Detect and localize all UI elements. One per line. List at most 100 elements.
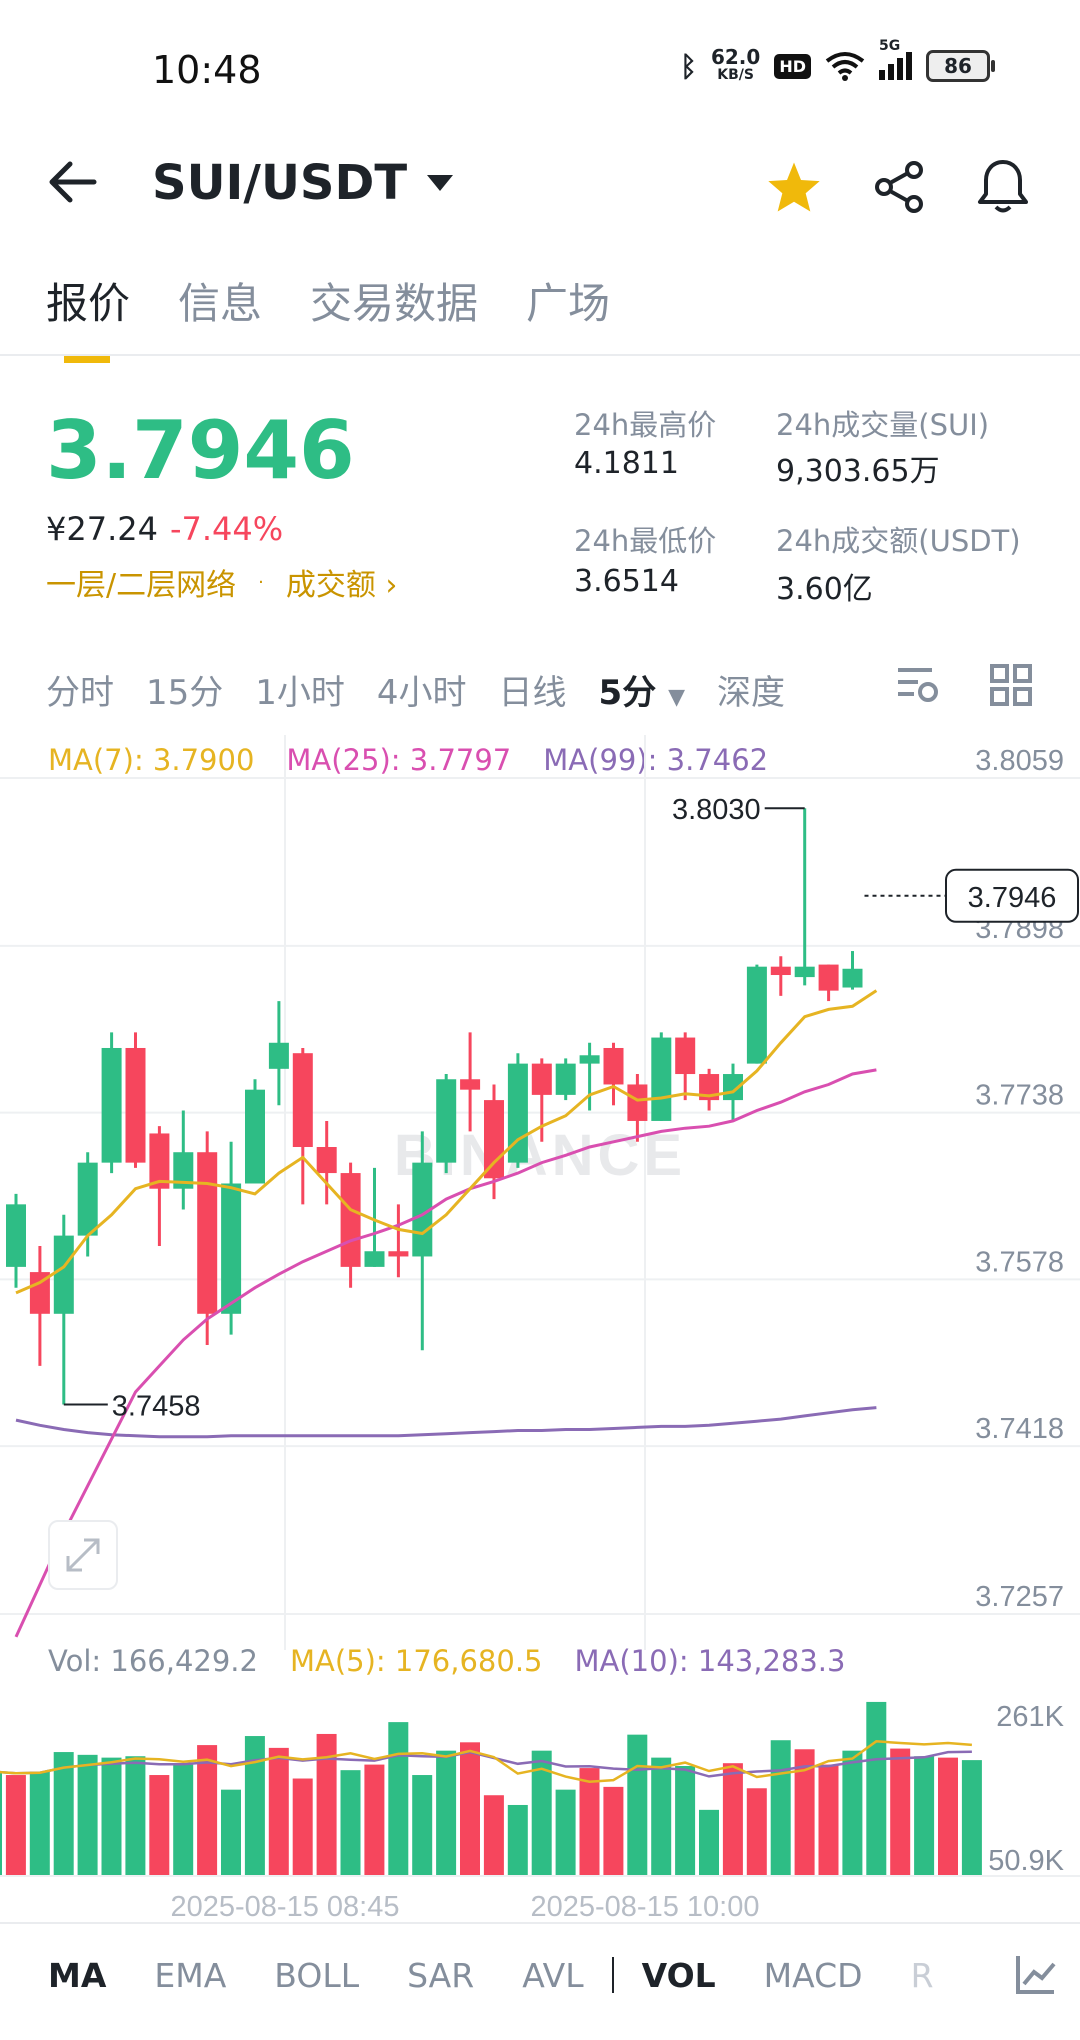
volume-bar-down	[268, 1747, 289, 1876]
net-speed-value: 62.0	[710, 45, 761, 69]
signal-icon: 5G	[879, 38, 912, 80]
interval-depth[interactable]: 深度	[716, 673, 785, 713]
volume-tick-label: 261K	[996, 1701, 1064, 1733]
candle-down	[484, 1100, 504, 1179]
volume-bar-up	[842, 1750, 863, 1876]
interval-4h[interactable]: 4小时	[376, 673, 467, 713]
vol-ma5-legend: MA(5): 176,680.5	[289, 1644, 543, 1678]
candle-up	[221, 1183, 242, 1314]
current-price-tag	[945, 868, 1079, 923]
candlestick-chart[interactable]: BINANCE 3.80593.78983.77383.75783.74183.…	[0, 720, 1080, 1650]
y-tick-label: 3.7578	[975, 1246, 1064, 1278]
indicator-divider	[0, 1922, 1080, 1924]
candle-down	[29, 1272, 50, 1314]
interval-5m[interactable]: 5分 ▼	[599, 665, 685, 714]
volume-bar-down	[818, 1764, 839, 1876]
indicator-boll[interactable]: BOLL	[274, 1955, 360, 1995]
price-cny-row: ¥27.24 -7.44%	[46, 510, 283, 548]
candle-up	[436, 1079, 457, 1163]
volume-bar-up	[125, 1756, 146, 1876]
chart-settings-icon[interactable]	[896, 664, 940, 704]
price-change: -7.44%	[169, 510, 284, 548]
volume-bar-down	[149, 1775, 170, 1876]
candle-down	[603, 1047, 624, 1085]
volume-bar-up	[221, 1789, 241, 1876]
candle-down	[292, 1053, 313, 1148]
indicator-vol[interactable]: VOL	[641, 1955, 716, 1995]
volume-bar-up	[101, 1757, 122, 1876]
amount-label: 24h成交额(USDT)	[776, 524, 1021, 558]
volume-bar-down	[292, 1778, 313, 1876]
candle-up	[77, 1162, 98, 1236]
net-speed-unit: KB/S	[717, 67, 754, 83]
volume-rank-label: 成交额	[285, 568, 376, 603]
volume-tick-label: 50.9K	[988, 1845, 1064, 1877]
tag-row: 一层/二层网络 · 成交额 ›	[46, 560, 397, 604]
volume-rank-link[interactable]: 成交额 ›	[286, 560, 398, 604]
candle-down	[149, 1133, 170, 1189]
candle-down	[627, 1084, 648, 1121]
candle-down	[340, 1173, 361, 1267]
last-price: 3.7946	[46, 404, 355, 497]
ma99-line	[15, 1406, 877, 1439]
chart-gridlines	[0, 735, 1080, 1650]
tab-bar: 报价 信息 交易数据 广场	[46, 270, 611, 363]
candle-down	[531, 1063, 552, 1095]
volume-bar-up	[866, 1701, 887, 1876]
cny-price: ¥27.24	[46, 510, 158, 548]
ma25-line	[14, 1068, 877, 1638]
tab-square[interactable]: 广场	[526, 279, 611, 328]
candle-up	[245, 1089, 265, 1184]
star-icon[interactable]	[766, 160, 822, 214]
interval-5m-label: 5分	[598, 673, 657, 713]
vol-ma10-legend: MA(10): 143,283.3	[574, 1644, 846, 1678]
candle-up	[101, 1047, 122, 1163]
volume-bar-up	[675, 1765, 696, 1876]
interval-1h[interactable]: 1小时	[255, 673, 345, 713]
candle-up	[746, 966, 767, 1064]
chevron-right-icon: ›	[385, 568, 398, 603]
category-tag[interactable]: 一层/二层网络	[46, 568, 237, 603]
indicator-ema[interactable]: EMA	[154, 1955, 227, 1995]
volume-label: 24h成交量(SUI)	[776, 408, 990, 442]
candle-down	[675, 1037, 696, 1075]
indicator-settings-icon[interactable]	[1014, 1952, 1058, 1996]
volume-chart[interactable]: 261K 50.9K 2025-08-15 08:45 2025-08-15 10:…	[0, 1680, 1080, 1925]
candle-down	[460, 1079, 481, 1090]
status-time: 10:48	[152, 48, 262, 92]
back-arrow-icon[interactable]	[48, 160, 98, 204]
pair-selector[interactable]: SUI/USDT	[152, 155, 454, 211]
tab-info[interactable]: 信息	[178, 279, 263, 328]
volume-bar-up	[627, 1734, 648, 1876]
battery-icon: 86	[926, 50, 995, 82]
expand-button[interactable]	[48, 1520, 118, 1590]
volume-bar-up	[436, 1750, 457, 1876]
candle-up	[794, 966, 815, 978]
ma-legend: MA(7): 3.7900 MA(25): 3.7797 MA(99): 3.7…	[48, 743, 768, 777]
grid-layout-icon[interactable]	[990, 664, 1032, 706]
indicator-avl[interactable]: AVL	[522, 1955, 584, 1995]
interval-15m[interactable]: 15分	[146, 673, 224, 713]
y-tick-label: 3.7418	[975, 1413, 1064, 1445]
tab-quote[interactable]: 报价	[46, 270, 130, 363]
indicator-macd[interactable]: MACD	[763, 1955, 863, 1995]
tab-trading-data[interactable]: 交易数据	[310, 279, 479, 328]
volume-legend: Vol: 166,429.2 MA(5): 176,680.5 MA(10): …	[48, 1644, 845, 1678]
indicator-ma[interactable]: MA	[48, 1955, 107, 1995]
volume-bar-down	[460, 1742, 480, 1876]
bell-icon[interactable]	[976, 158, 1030, 216]
candle-up	[579, 1055, 600, 1064]
x-tick-label: 2025-08-15 08:45	[171, 1891, 400, 1923]
low-marker-label: 3.7458	[112, 1390, 201, 1422]
high-value: 4.1811	[574, 446, 679, 481]
volume-bar-up	[651, 1757, 672, 1876]
interval-1d[interactable]: 日线	[498, 673, 567, 713]
indicator-sar[interactable]: SAR	[407, 1955, 475, 1995]
volume-bar-down	[938, 1757, 958, 1876]
share-icon[interactable]	[872, 160, 926, 214]
volume-bar-up	[531, 1750, 552, 1876]
volume-bar-up	[53, 1752, 74, 1876]
interval-timeline[interactable]: 分时	[46, 673, 114, 713]
indicator-r[interactable]: R	[910, 1955, 934, 1995]
volume-bar-up	[412, 1775, 433, 1876]
